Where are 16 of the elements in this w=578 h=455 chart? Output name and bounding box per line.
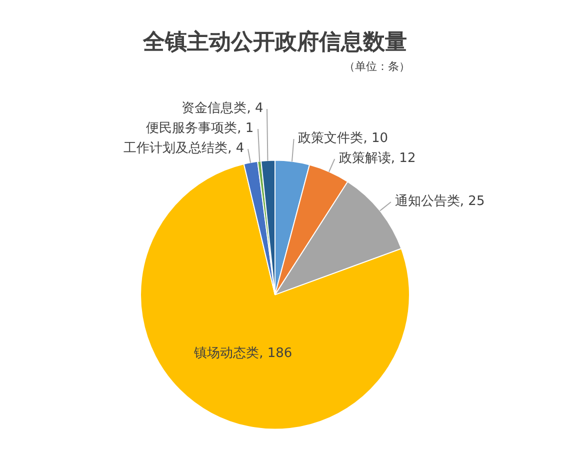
slice-label: 通知公告类 — [394, 194, 460, 209]
slice-label: 政策文件类 — [298, 130, 364, 146]
slice-label: 便民服务事项类 — [146, 120, 238, 136]
data-label: , 25 — [460, 194, 485, 209]
data-label: , 186 — [259, 346, 292, 362]
data-label: , 4 — [246, 100, 264, 116]
slice-label: 政策解读 — [338, 150, 391, 166]
chart-title: 全镇主动公开政府信息数量 — [142, 28, 407, 55]
data-label: , 1 — [237, 120, 254, 136]
slice-label: 镇场动态类 — [194, 346, 260, 362]
chart-subtitle: （单位：条） — [344, 60, 410, 73]
slice-label: 工作计划及总结类 — [124, 140, 228, 156]
data-label: , 4 — [228, 140, 244, 156]
data-label: , 12 — [390, 150, 416, 166]
slice-label: 资金信息类 — [182, 100, 247, 116]
data-label: , 10 — [363, 130, 388, 146]
